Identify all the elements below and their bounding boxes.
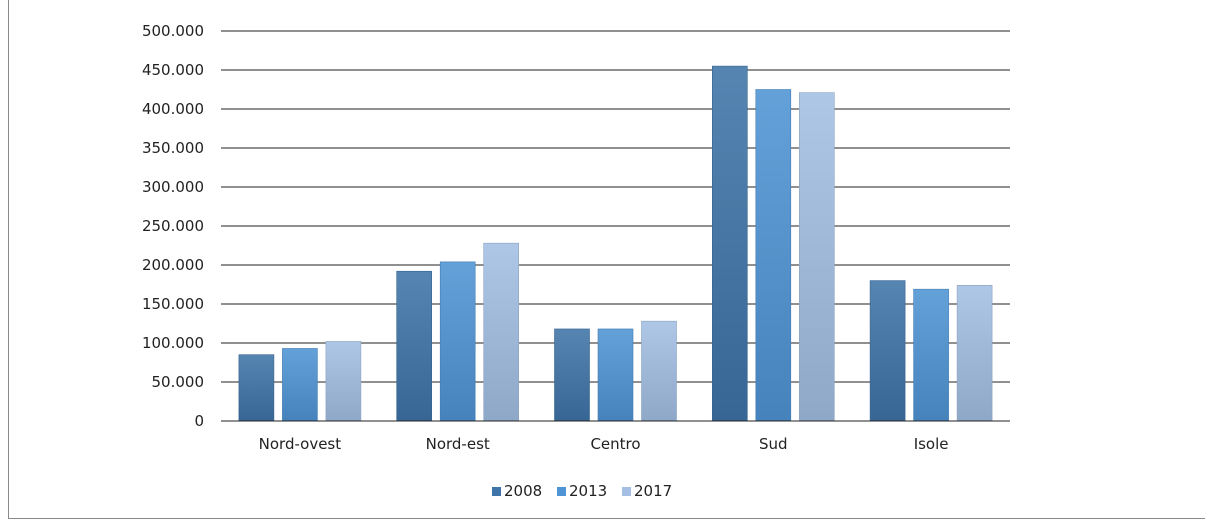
y-tick-label: 500.000 bbox=[142, 22, 204, 40]
bar-2008-isole bbox=[869, 280, 906, 422]
y-tick-label: 200.000 bbox=[142, 256, 204, 274]
y-tick-label: 350.000 bbox=[142, 139, 204, 157]
x-tick-label: Centro bbox=[590, 435, 640, 453]
legend: 2008 2013 2017 bbox=[492, 482, 672, 500]
y-tick-label: 50.000 bbox=[152, 373, 205, 391]
y-tick-label: 450.000 bbox=[142, 61, 204, 79]
bar-2013-sud bbox=[755, 89, 792, 422]
x-axis: Nord-ovest Nord-est Centro Sud Isole bbox=[221, 420, 1010, 453]
bar-2017-isole bbox=[956, 284, 993, 422]
y-tick-label: 0 bbox=[194, 412, 204, 430]
x-tick-label: Nord-est bbox=[426, 435, 490, 453]
bar-2017-sud bbox=[798, 92, 835, 422]
legend-label-2017: 2017 bbox=[634, 482, 672, 500]
bar-2008-sud bbox=[711, 65, 748, 422]
x-tick-label: Sud bbox=[759, 435, 788, 453]
bar-2013-centro bbox=[597, 328, 634, 422]
bar-2008-nord-est bbox=[396, 270, 433, 422]
y-tick-label: 300.000 bbox=[142, 178, 204, 196]
bar-2013-nord-ovest bbox=[282, 348, 318, 422]
legend-swatch-2013 bbox=[557, 487, 566, 496]
y-axis-ticks: 0 50.000 100.000 150.000 200.000 250.000 300.0… bbox=[142, 22, 204, 430]
bar-2008-nord-ovest bbox=[238, 354, 275, 422]
legend-label-2013: 2013 bbox=[569, 482, 607, 500]
legend-label-2008: 2008 bbox=[504, 482, 542, 500]
bar-2017-nord-ovest bbox=[325, 341, 362, 422]
y-tick-label: 250.000 bbox=[142, 217, 204, 235]
bar-2013-isole bbox=[913, 288, 949, 422]
legend-swatch-2008 bbox=[492, 487, 501, 496]
bars bbox=[238, 65, 993, 422]
y-tick-label: 150.000 bbox=[142, 295, 204, 313]
y-tick-label: 400.000 bbox=[142, 100, 204, 118]
x-tick-label: Nord-ovest bbox=[259, 435, 342, 453]
bar-2008-centro bbox=[554, 328, 590, 422]
y-tick-label: 100.000 bbox=[142, 334, 204, 352]
bar-2017-nord-est bbox=[483, 242, 520, 422]
x-tick-label: Isole bbox=[914, 435, 949, 453]
legend-swatch-2017 bbox=[622, 487, 631, 496]
bar-2017-centro bbox=[641, 320, 677, 422]
bar-2013-nord-est bbox=[439, 261, 476, 422]
